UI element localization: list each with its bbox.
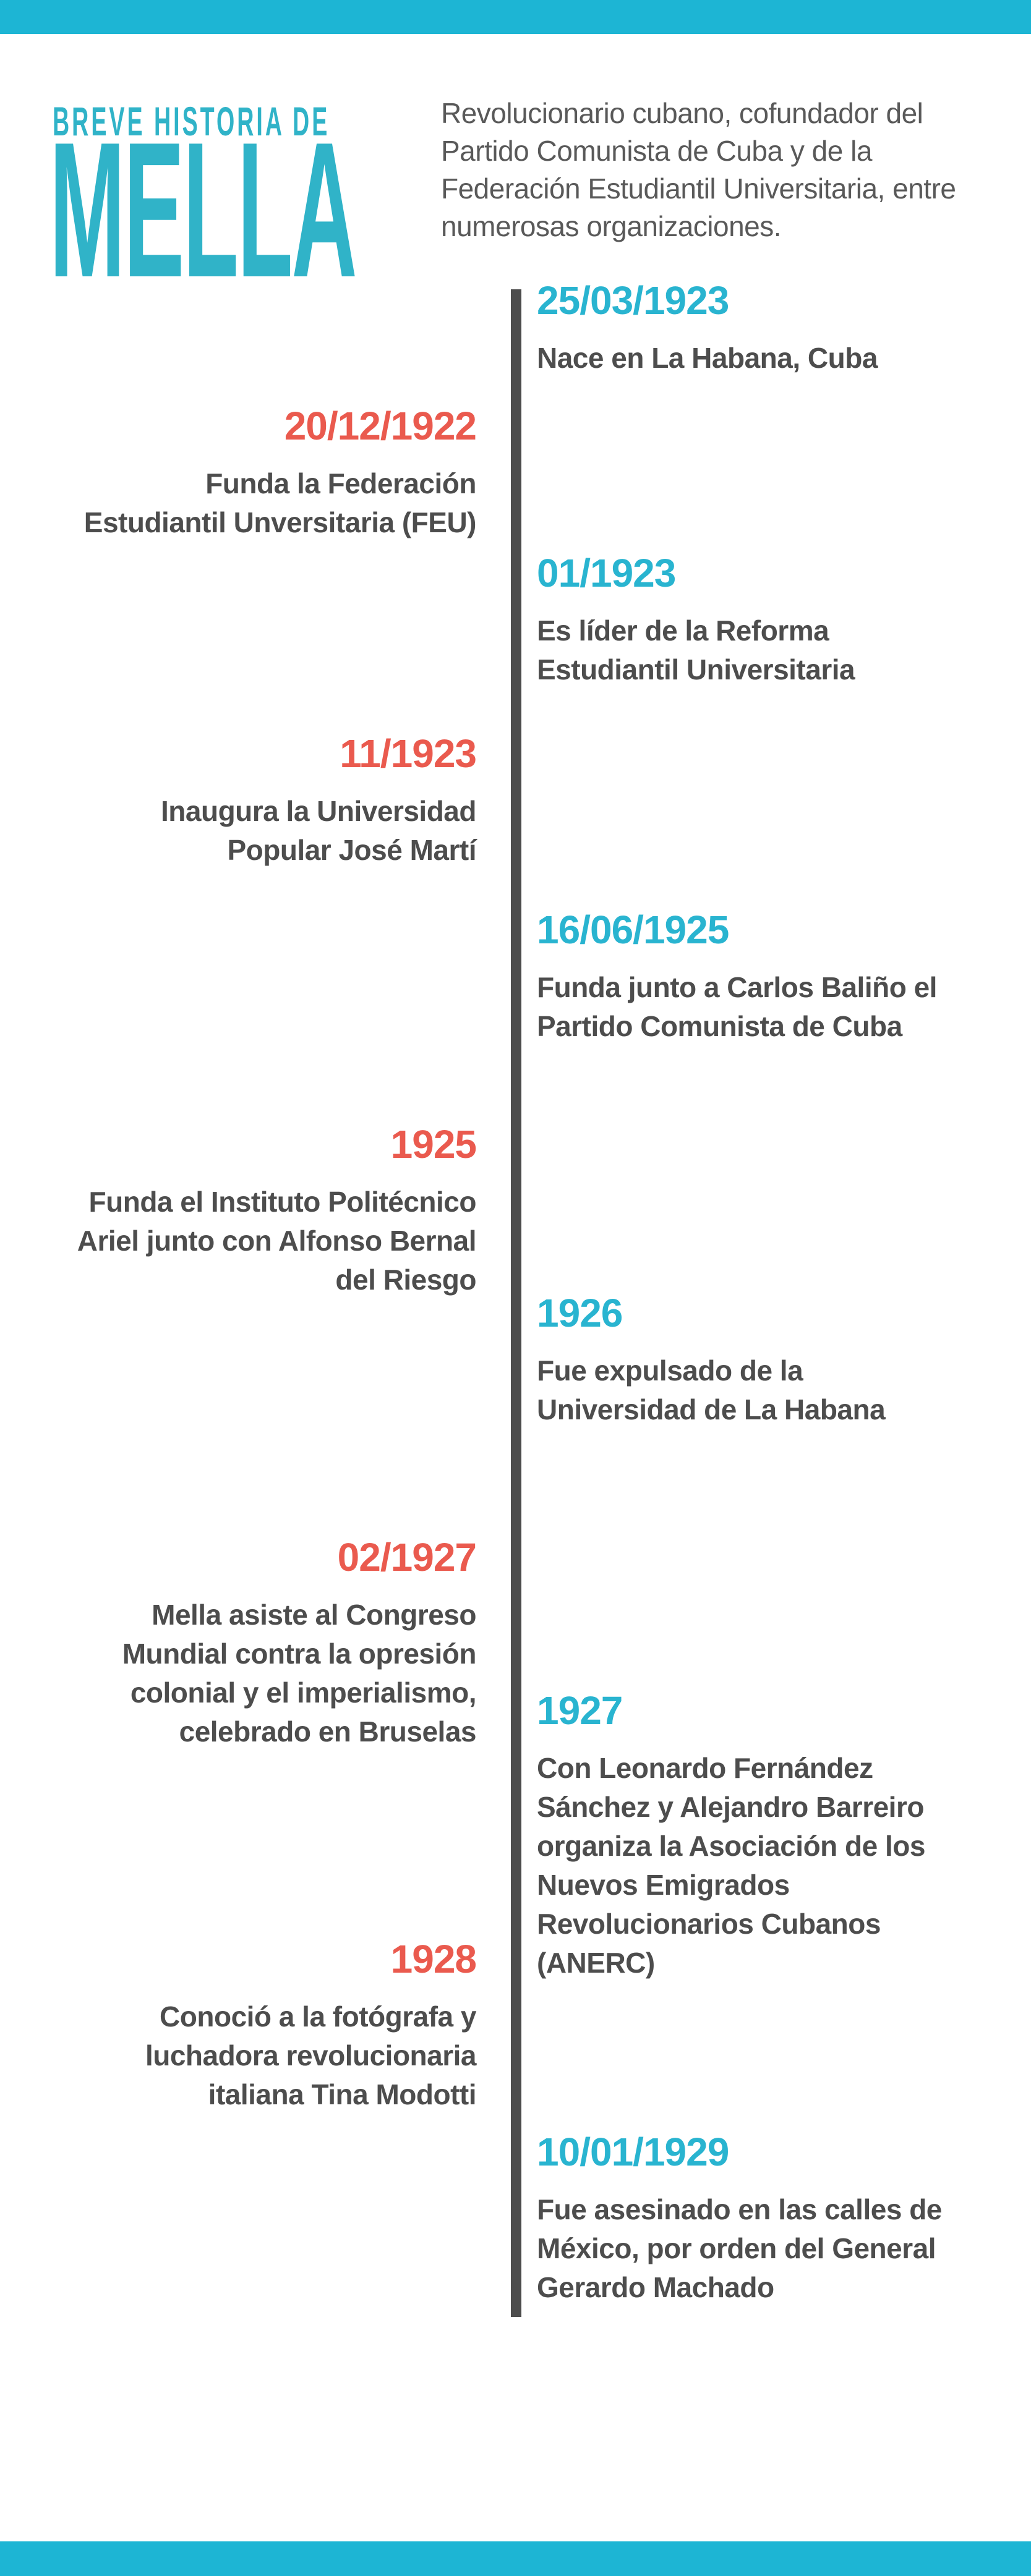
timeline-event: 1926 Fue expulsado de la Universidad de … (537, 1290, 985, 1429)
timeline-event: 01/1923 Es líder de la Reforma Estudiant… (537, 550, 985, 689)
event-date: 20/12/1922 (284, 404, 477, 448)
event-text: Mella asiste al Congreso Mundial contra … (122, 1599, 477, 1748)
event-text: Con Leonardo Fernández Sánchez y Alejand… (537, 1752, 925, 1979)
timeline-event: 20/12/1922 Funda la Federación Estudiant… (43, 402, 477, 542)
timeline-event: 1927 Con Leonardo Fernández Sánchez y Al… (537, 1687, 985, 1983)
page-title: MELLA (49, 103, 357, 318)
timeline-event: 1928 Conoció a la fotógrafa y luchadora … (43, 1936, 477, 2114)
event-date: 1928 (390, 1937, 477, 1981)
event-text: Fue expulsado de la Universidad de La Ha… (537, 1354, 886, 1426)
timeline-event: 1925 Funda el Instituto Politécnico Arie… (43, 1121, 477, 1299)
event-text: Funda el Instituto Politécnico Ariel jun… (77, 1186, 477, 1296)
bottom-accent-bar (0, 2541, 1031, 2576)
event-date: 02/1927 (337, 1535, 477, 1579)
event-text: Inaugura la Universidad Popular José Mar… (161, 795, 476, 866)
event-date: 1925 (390, 1122, 477, 1167)
event-date: 01/1923 (537, 551, 676, 595)
event-text: Fue asesinado en las calles de México, p… (537, 2193, 942, 2303)
timeline-event: 11/1923 Inaugura la Universidad Popular … (43, 730, 477, 870)
event-text: Es líder de la Reforma Estudiantil Unive… (537, 614, 855, 686)
timeline-event: 02/1927 Mella asiste al Congreso Mundial… (43, 1534, 477, 1751)
timeline-event: 16/06/1925 Funda junto a Carlos Baliño e… (537, 906, 985, 1046)
timeline-line (511, 289, 521, 2317)
kicker-text: BREVE HISTORIA DE (53, 98, 330, 144)
event-date: 11/1923 (340, 731, 477, 776)
event-date: 1927 (537, 1688, 623, 1733)
intro-paragraph: Revolucionario cubano, cofundador del Pa… (441, 97, 956, 242)
event-text: Funda la Federación Estudiantil Unversit… (83, 467, 477, 538)
event-date: 1926 (537, 1291, 623, 1335)
event-text: Funda junto a Carlos Baliño el Partido C… (537, 971, 937, 1042)
timeline-event: 25/03/1923 Nace en La Habana, Cuba (537, 277, 985, 378)
event-text: Nace en La Habana, Cuba (537, 342, 878, 374)
event-text: Conoció a la fotógrafa y luchadora revol… (145, 2000, 477, 2111)
event-date: 25/03/1923 (537, 278, 729, 323)
event-date: 16/06/1925 (537, 908, 729, 952)
top-accent-bar (0, 0, 1031, 34)
event-date: 10/01/1929 (537, 2130, 729, 2174)
timeline-event: 10/01/1929 Fue asesinado en las calles d… (537, 2128, 985, 2307)
